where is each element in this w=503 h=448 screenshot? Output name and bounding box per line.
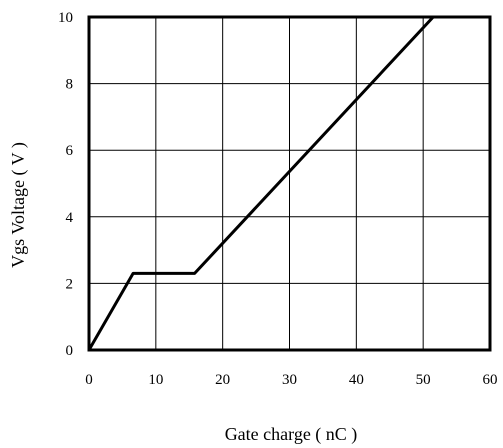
x-axis-label: Gate charge ( nC ) xyxy=(225,424,358,445)
y-tick-label: 6 xyxy=(66,143,74,159)
x-tick-label: 60 xyxy=(483,372,498,388)
x-tick-label: 10 xyxy=(148,372,163,388)
series-group xyxy=(87,15,435,351)
y-tick-labels: 0 2 4 6 8 10 xyxy=(58,10,74,359)
x-tick-labels: 0 10 20 30 40 50 60 xyxy=(85,372,497,388)
y-tick-label: 10 xyxy=(58,10,73,26)
y-tick-label: 4 xyxy=(66,210,74,226)
x-tick-label: 50 xyxy=(416,372,431,388)
x-tick-label: 20 xyxy=(215,372,230,388)
y-tick-label: 8 xyxy=(66,77,74,93)
series-line xyxy=(87,15,435,351)
grid xyxy=(89,17,490,350)
x-tick-label: 0 xyxy=(85,372,93,388)
x-tick-label: 30 xyxy=(282,372,297,388)
y-tick-label: 0 xyxy=(66,343,74,359)
y-tick-label: 2 xyxy=(66,276,74,292)
x-tick-label: 40 xyxy=(349,372,364,388)
y-axis-label: Vgs Voltage ( V ) xyxy=(8,142,29,268)
plot-frame xyxy=(87,15,492,352)
